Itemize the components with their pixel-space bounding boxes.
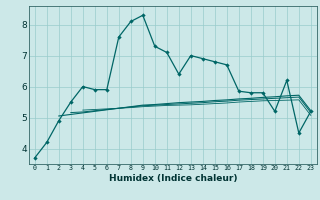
X-axis label: Humidex (Indice chaleur): Humidex (Indice chaleur) bbox=[108, 174, 237, 183]
